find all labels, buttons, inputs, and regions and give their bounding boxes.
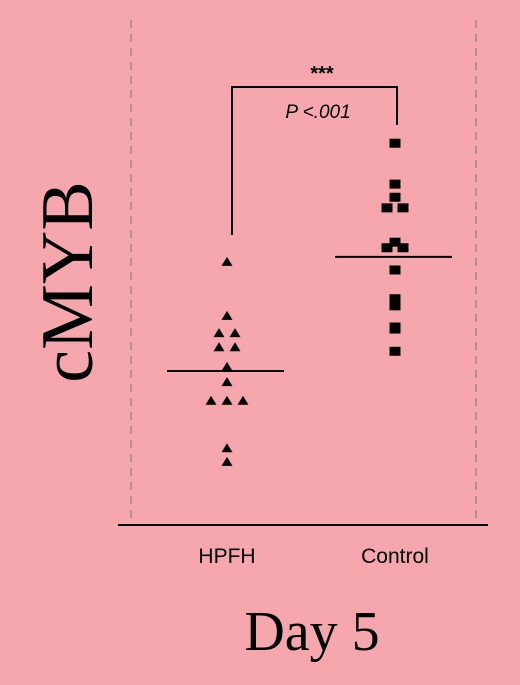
- data-point: [381, 203, 393, 213]
- p-value: P <.001: [285, 102, 350, 123]
- data-point: [213, 342, 225, 352]
- data-point: [389, 138, 401, 148]
- data-point: [221, 256, 233, 266]
- data-point: [389, 192, 401, 202]
- data-point: [221, 456, 233, 466]
- data-point: [221, 310, 233, 320]
- significance-bracket: [231, 86, 398, 235]
- data-point: [205, 395, 217, 405]
- data-point: [221, 395, 233, 405]
- data-point: [389, 179, 401, 189]
- data-point: [389, 301, 401, 311]
- data-point: [389, 346, 401, 356]
- data-point: [389, 324, 401, 334]
- data-point: [221, 361, 233, 371]
- data-point: [389, 237, 401, 247]
- x-tick-label: Control: [361, 545, 429, 568]
- data-point: [213, 328, 225, 338]
- x-tick-label: HPFH: [198, 545, 255, 568]
- data-point: [221, 377, 233, 387]
- y-axis-label: cMYB: [27, 181, 109, 382]
- data-point: [389, 265, 401, 275]
- data-point: [397, 203, 409, 213]
- data-point: [221, 443, 233, 453]
- data-point: [389, 294, 401, 304]
- data-point: [229, 328, 241, 338]
- data-point: [397, 243, 409, 253]
- data-point: [229, 342, 241, 352]
- data-point: [237, 395, 249, 405]
- data-point: [381, 243, 393, 253]
- significance-stars: ***: [310, 63, 334, 85]
- x-axis-label: Day 5: [244, 601, 379, 663]
